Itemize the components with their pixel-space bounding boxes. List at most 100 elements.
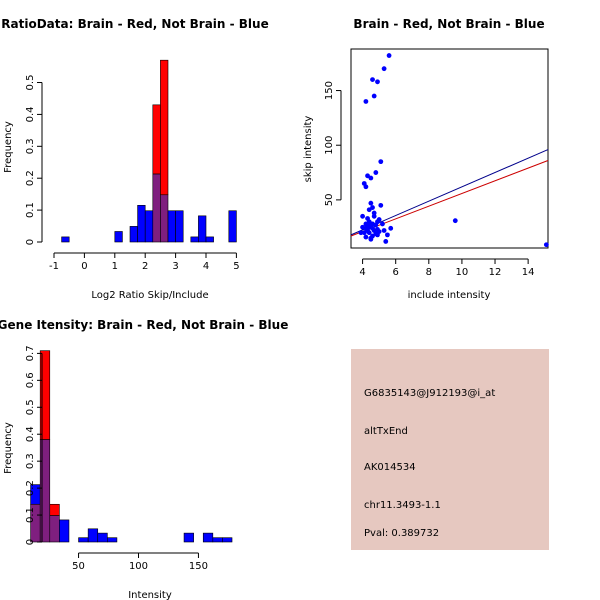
ratio-bar-not-brain [228,210,237,243]
ratio-x-tick-label: 5 [233,261,239,272]
scatter-point [376,217,382,222]
ratio-bar-not-brain [175,210,184,243]
scatter-point [361,230,367,236]
ratio-histogram-bars [61,59,237,243]
intensity-x-tick-label: 50 [72,561,85,572]
intensity-histogram-bars [30,350,233,543]
ratio-x-tick-label: 0 [81,261,87,272]
scatter-point [386,53,392,58]
intensity-y-tick-label: 0.4 [25,426,36,442]
ratio-x-tick-label: 1 [112,261,118,272]
scatter-y-tick-label: 50 [324,194,335,207]
scatter-point [368,200,374,206]
intensity-x-tick-label: 150 [189,561,208,572]
scatter-x-tick-label: 4 [359,267,365,278]
scatter-point [378,159,384,165]
ratio-bar-not-brain [198,215,207,243]
scatter-ylabel: skip intensity [303,116,314,183]
intensity-bar-overlap [49,515,60,543]
intensity-x-tick-label: 100 [129,561,148,572]
ratio-histogram-title: RatioData: Brain - Red, Not Brain - Blue [1,17,268,31]
intensity-histogram-ylabel: Frequency [3,422,14,474]
scatter-point [380,221,385,227]
intensity-y-tick-label: 0.7 [25,345,36,361]
scatter-point [388,225,394,231]
scatter-axes: 4 6 8 10 12 14 50 100 150 [324,81,535,278]
intensity-bar-not-brain [87,528,99,543]
ratio-y-tick-label: 0.3 [25,138,36,154]
scatter-point [363,184,369,190]
intensity-bar-not-brain [107,537,118,543]
ratio-bar-not-brain [205,236,214,243]
ratio-bar-not-brain [144,210,154,243]
scatter-point [370,221,375,227]
scatter-point [373,170,379,175]
ratio-x-tick-label: 3 [172,261,178,272]
ratio-y-tick-label: 0.1 [25,202,36,218]
ratio-bar-not-brain [190,236,199,243]
ratio-histogram-axes: -1 0 1 2 3 4 5 0 0.1 0.2 0.3 0.4 0.5 [25,75,240,272]
intensity-histogram-title: Gene Itensity: Brain - Red, Not Brain - … [0,318,288,332]
scatter-x-tick-label: 6 [393,267,399,278]
pval-text: Pval: 0.389732 [364,528,439,539]
probe-id-text: G6835143@J912193@i_at [364,388,495,399]
scatter-point [381,66,387,72]
ratio-bar-not-brain [61,236,70,243]
intensity-bar-not-brain [212,537,223,543]
scatter-point [366,230,372,236]
scatter-x-tick-label: 10 [456,267,469,278]
ratio-histogram-ylabel: Frequency [3,121,14,173]
info-panel: G6835143@J912193@i_at altTxEnd AK014534 … [351,349,549,550]
ratio-bar-brain [160,59,169,196]
ratio-y-tick-label: 0 [25,239,36,245]
scatter-point [366,207,372,213]
ratio-bar-not-brain [137,205,146,243]
intensity-histogram-xlabel: Intensity [128,590,172,600]
scatter-point [363,234,369,240]
intensity-y-tick-label: 0.5 [25,399,36,415]
intensity-bar-not-brain [59,519,70,543]
scatter-x-tick-label: 14 [522,267,535,278]
locus-text: chr11.3493-1.1 [364,500,441,511]
event-type-text: altTxEnd [364,426,408,437]
scatter-point [371,213,377,219]
ratio-x-tick-label: 4 [203,261,209,272]
ratio-x-tick-label: -1 [49,261,59,272]
intensity-y-tick-label: 0.6 [25,372,36,388]
scatter-xlabel: include intensity [408,290,491,301]
intensity-y-tick-label: 0.3 [25,453,36,469]
scatter-point [360,213,365,219]
ratio-histogram-xlabel: Log2 Ratio Skip/Include [91,290,208,301]
ratio-x-tick-label: 2 [142,261,148,272]
intensity-bar-not-brain [97,532,108,543]
scatter-point [543,242,549,248]
scatter-y-tick-label: 150 [324,81,335,100]
info-panel-background [351,349,549,550]
scatter-point [358,230,364,236]
ratio-y-tick-label: 0.5 [25,75,36,91]
intensity-histogram-panel: Gene Itensity: Brain - Red, Not Brain - … [0,318,288,600]
intensity-bar-overlap [39,439,51,543]
scatter-point [375,79,380,85]
ratio-bar-not-brain [114,231,123,243]
scatter-point [378,202,384,208]
ratio-bar-not-brain [167,210,176,243]
scatter-point [363,221,369,227]
scatter-plot-box [350,48,549,249]
intensity-y-tick-label: 0.2 [25,480,36,496]
scatter-point [368,236,374,242]
scatter-x-tick-label: 8 [426,267,432,278]
scatter-point [375,232,380,238]
intensity-bar-not-brain [202,532,214,543]
scatter-point [371,210,377,216]
scatter-point [371,93,377,99]
fit-line-not-brain [350,149,549,236]
ratio-bar-not-brain [129,226,138,243]
scatter-panel: Brain - Red, Not Brain - Blue 4 6 8 10 12 14 5… [303,17,549,301]
ratio-y-tick-label: 0.4 [25,106,36,122]
scatter-point [452,218,458,224]
scatter-point [385,232,390,238]
scatter-y-tick-label: 100 [324,136,335,155]
scatter-point [363,99,369,104]
